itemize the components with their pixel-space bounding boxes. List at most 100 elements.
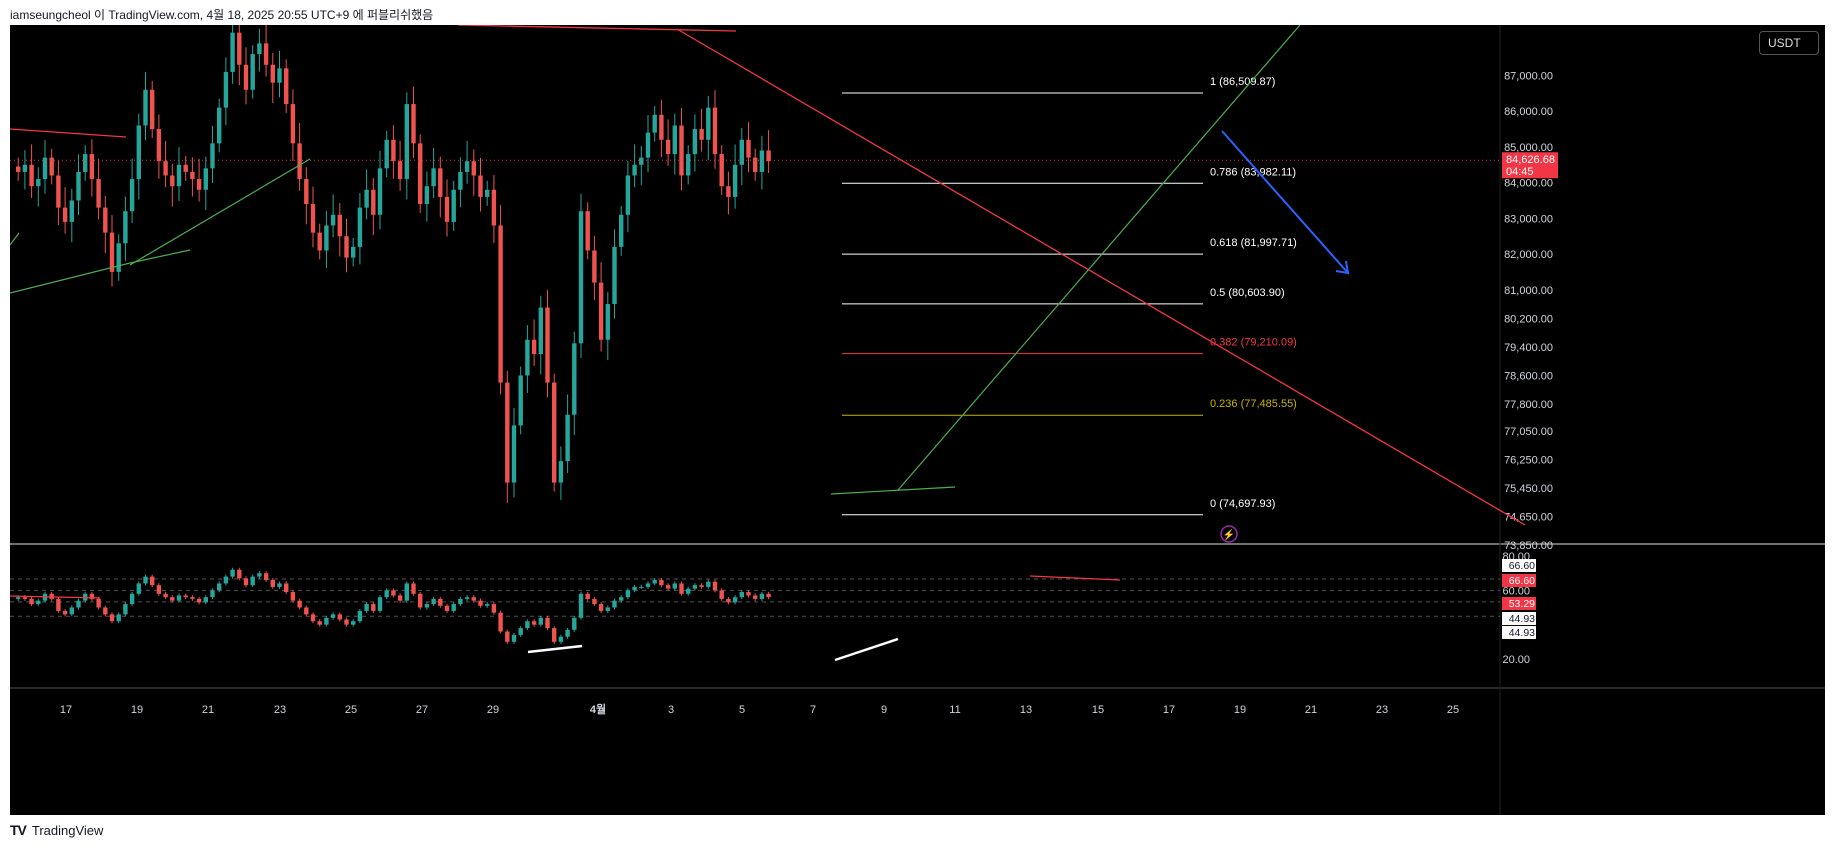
candle-body [150,89,155,130]
rsi-candle-body [652,580,657,584]
rsi-candle-body [491,604,497,613]
candle-body [692,129,698,155]
price-axis-label: 87,000.00 [1504,71,1553,83]
price-axis-label: 84,000.00 [1504,178,1553,190]
candle-body [585,211,590,251]
chart-frame[interactable]: 87,000.00 86,000.00 85,000.00 84,000.00 83,0… [9,12,1825,815]
rsi-candle-body [424,604,430,608]
rsi-candle-body [377,597,383,611]
footer-brand-label: TradingView [31,822,104,838]
rsi-candle-body [404,583,409,601]
candle-body [645,132,651,158]
rsi-candle-body [746,592,751,596]
candle-body [706,107,711,140]
time-axis-label: 23 [274,704,286,716]
candle-body [652,114,657,133]
candle-body [56,175,61,208]
rsi-value-tag [1502,574,1536,587]
time-axis-label: 9 [881,704,887,716]
candle-body [129,179,135,212]
rsi-candle-body [498,612,503,632]
rsi-candle-body [464,597,470,599]
candle-body [310,204,316,233]
candle-body [103,207,108,233]
currency-button[interactable]: USDT [1759,31,1819,55]
candle-body [404,104,409,180]
rsi-candle-body [726,598,731,603]
rsi-divergence-line-right [1029,575,1121,581]
rsi-candle-body [572,617,577,630]
candle-body [471,161,476,176]
rsi-candle-body [565,629,570,637]
candle-body [478,175,483,197]
fib-level-label: 0.236 (77,485.55) [1210,398,1297,410]
rsi-value-tag-label: 44.93 [1509,627,1535,639]
candle-body [377,168,383,215]
candle-body [565,414,570,462]
rsi-candle-body [89,593,95,599]
rsi-candle-body [545,617,550,629]
rsi-candle-body [129,593,135,605]
rsi-value-tag-label: 66.60 [1509,560,1535,572]
candle-body [49,157,54,176]
rsi-candle-body [103,607,108,615]
candle-body [712,107,718,155]
rsi-candle-body [605,607,610,611]
rsi-candle-body [150,576,155,586]
candle-body [143,89,148,126]
rsi-candle-body [317,621,322,625]
candle-body [42,157,48,180]
fib-level-label: 0.382 (79,210.09) [1210,337,1297,349]
candle-body [297,143,302,180]
candle-body [592,250,597,283]
rsi-candle-body [123,604,128,615]
fib-level-label: 0.618 (81,997.71) [1210,237,1297,249]
rsi-divergence-line-bottom1 [527,644,583,654]
rsi-candle-body [69,607,74,615]
candle-body [759,150,765,172]
candle-body [384,139,389,169]
lightning-icon [1220,525,1238,543]
rsi-candle-body [525,621,530,629]
candle-body [317,232,322,251]
candle-body [572,343,577,415]
candle-body [686,154,691,176]
ascending-line-edge [9,232,20,246]
rsi-candle-body [692,585,698,589]
rsi-value-tag [1502,612,1536,625]
descending-trend-line [676,28,1526,526]
rsi-candle-body [156,585,162,594]
candle-body [76,171,81,201]
rsi-candle-body [659,580,664,586]
rsi-candle-body [531,621,537,625]
rsi-candle-body [585,593,590,599]
candle-body [525,339,530,376]
candle-body [96,179,101,208]
chart-svg[interactable]: 87,000.00 86,000.00 85,000.00 84,000.00 83,0… [9,12,1825,815]
rsi-value-tag [1502,626,1536,639]
time-axis-label: 13 [1020,704,1032,716]
candle-body [558,461,564,483]
rsi-candle-body [558,636,564,642]
rsi-candle-body [190,597,195,599]
candle-body [538,307,543,355]
candle-body [210,143,215,169]
candle-body [753,157,758,172]
rsi-candle-body [598,604,604,611]
rsi-candle-body [250,576,255,586]
rsi-value-tag-label: 66.60 [1509,575,1535,587]
candle-body [270,64,275,83]
rsi-candle-body [438,598,443,606]
candle-body [223,71,229,108]
rsi-candle-body [619,597,624,601]
candle-body [665,139,671,155]
candle-body [290,104,296,144]
footer-brand[interactable]: TV TradingView [10,822,103,838]
rsi-candle-body [418,593,423,608]
rsi-candle-body [351,621,356,625]
rsi-candle-body [364,604,369,611]
current-price-tag [1502,152,1558,179]
fib-level-label: 0 (74,697.93) [1210,498,1275,510]
candle-body [411,104,416,144]
rsi-candle-body [170,597,175,601]
